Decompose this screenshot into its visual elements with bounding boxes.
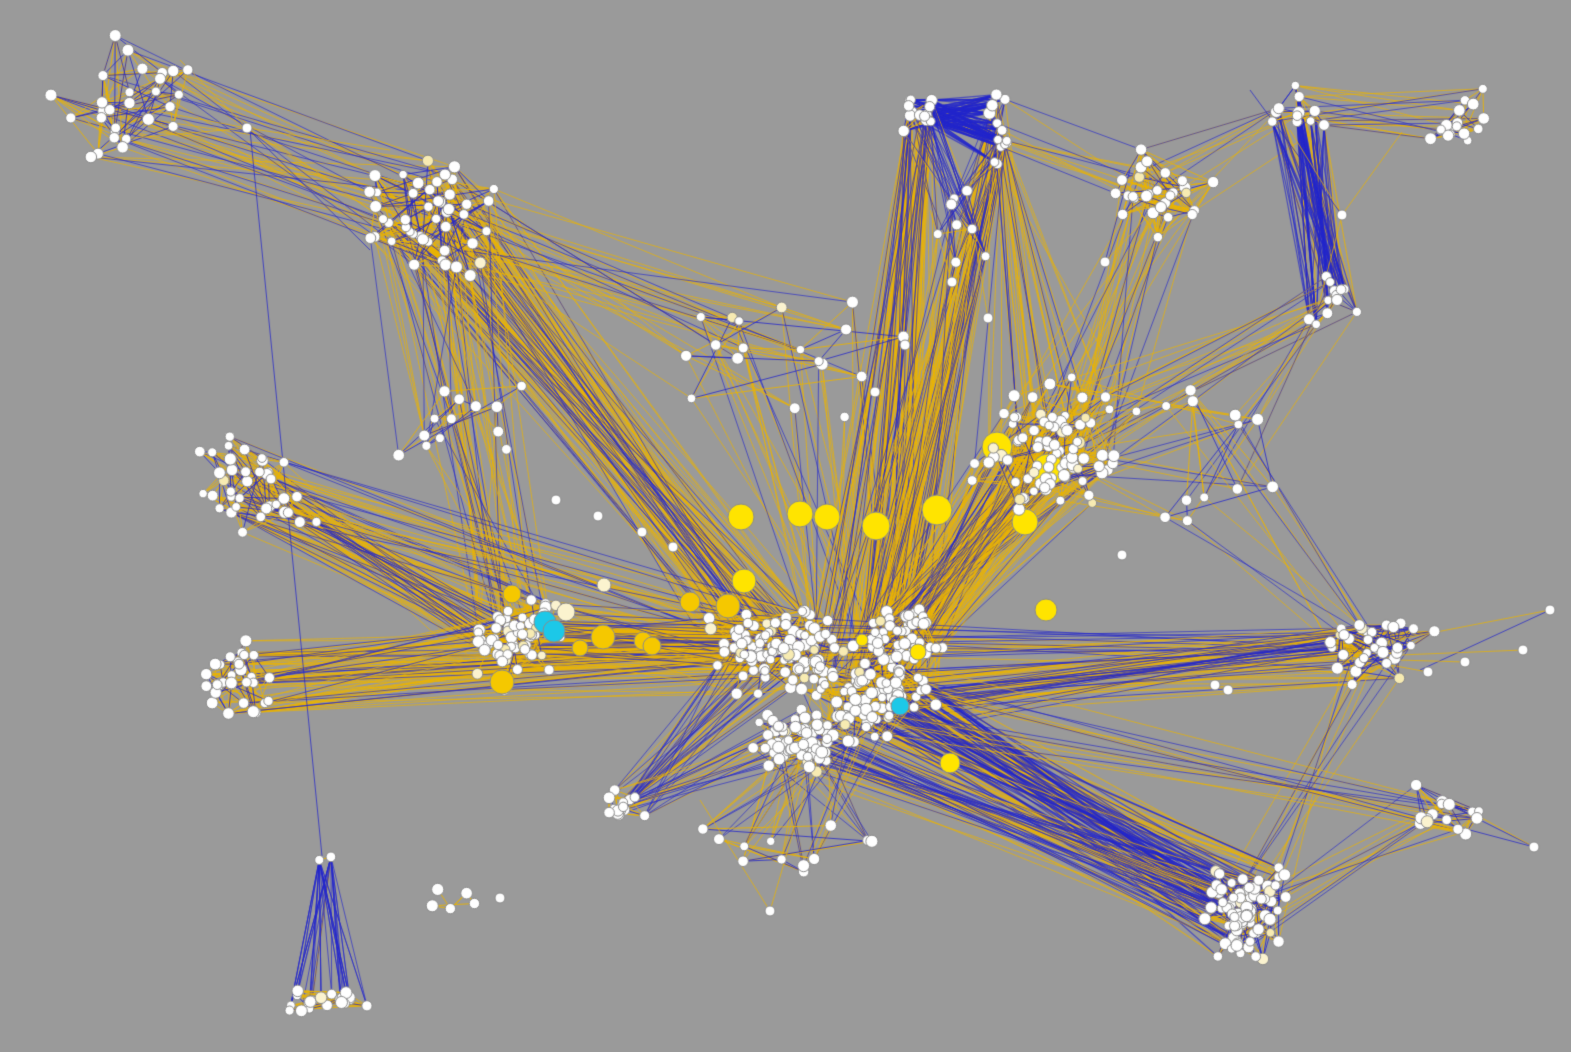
network-visualization [0, 0, 1571, 1052]
graph-canvas[interactable] [0, 0, 1571, 1052]
